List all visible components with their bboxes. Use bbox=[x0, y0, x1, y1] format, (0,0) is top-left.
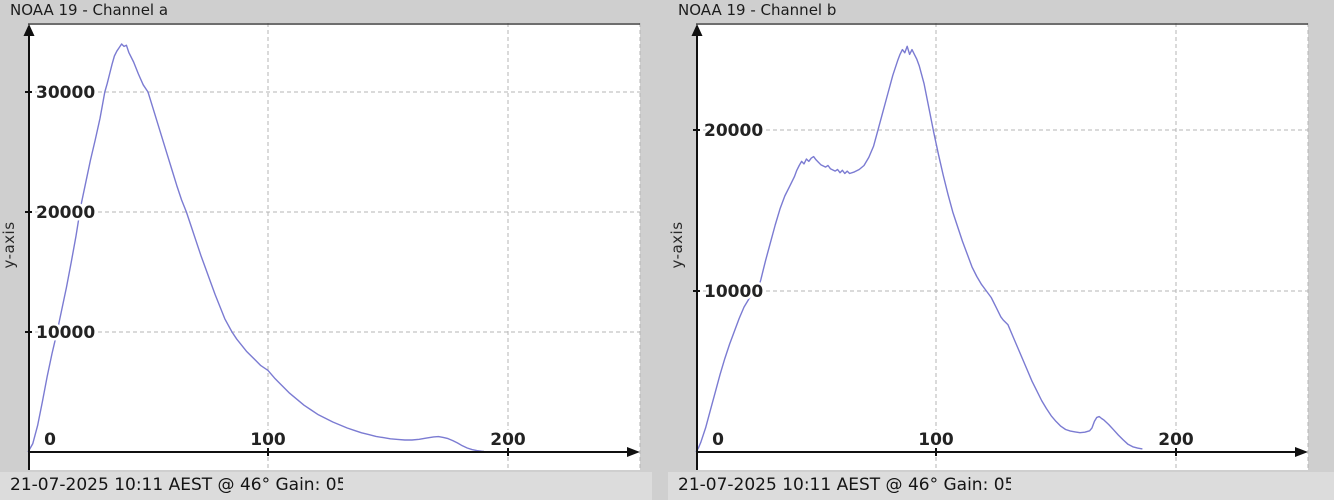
x-axis-arrow-icon bbox=[1295, 447, 1308, 457]
chart-panel-channel-b: NOAA 19 - Channel b y-axis 0 100 200 10000 2… bbox=[668, 0, 1334, 500]
y-tick-label: 20000 bbox=[704, 121, 763, 141]
footer-strip: 21-07-2025 10:11 AEST @ 46° Gain: 05 bbox=[0, 472, 652, 500]
y-tick-label: 10000 bbox=[36, 323, 95, 343]
y-tick-label: 30000 bbox=[36, 83, 95, 103]
x-tick-label: 200 bbox=[490, 430, 526, 450]
y-tick-label: 10000 bbox=[704, 282, 763, 302]
x-axis-arrow-icon bbox=[627, 447, 640, 457]
x-tick-label: 100 bbox=[918, 430, 954, 450]
y-tick-label: 20000 bbox=[36, 203, 95, 223]
chart-title: NOAA 19 - Channel a bbox=[10, 1, 169, 19]
footer-clipped-char: 5 bbox=[1004, 475, 1011, 495]
footer-strip: 21-07-2025 10:11 AEST @ 46° Gain: 05 bbox=[668, 472, 1334, 500]
x-tick-label: 0 bbox=[712, 430, 724, 450]
y-axis-arrow-icon bbox=[691, 24, 703, 36]
chart-panel-channel-a: NOAA 19 - Channel a y-axis 0 100 200 10000 2… bbox=[0, 0, 652, 500]
histogram-curve bbox=[695, 45, 1143, 453]
plot-area: 0 100 200 10000 20000 30000 bbox=[23, 23, 641, 470]
footer-clipped-char: 5 bbox=[336, 475, 343, 495]
histogram-curve bbox=[27, 43, 485, 453]
footer-text: 21-07-2025 10:11 AEST @ 46° Gain: 0 bbox=[10, 475, 337, 495]
y-axis-arrow-icon bbox=[23, 24, 35, 36]
histogram-chart: 0 100 200 10000 20000 30000 bbox=[23, 23, 641, 470]
y-axis-label: y-axis bbox=[668, 221, 686, 269]
x-tick-label: 0 bbox=[44, 430, 56, 450]
plot-area: 0 100 200 10000 20000 bbox=[691, 23, 1309, 470]
histogram-chart: 0 100 200 10000 20000 bbox=[691, 23, 1309, 470]
footer-text: 21-07-2025 10:11 AEST @ 46° Gain: 0 bbox=[678, 475, 1005, 495]
x-tick-label: 200 bbox=[1158, 430, 1194, 450]
chart-title: NOAA 19 - Channel b bbox=[678, 1, 837, 19]
y-axis-label: y-axis bbox=[0, 221, 18, 269]
x-tick-label: 100 bbox=[250, 430, 286, 450]
